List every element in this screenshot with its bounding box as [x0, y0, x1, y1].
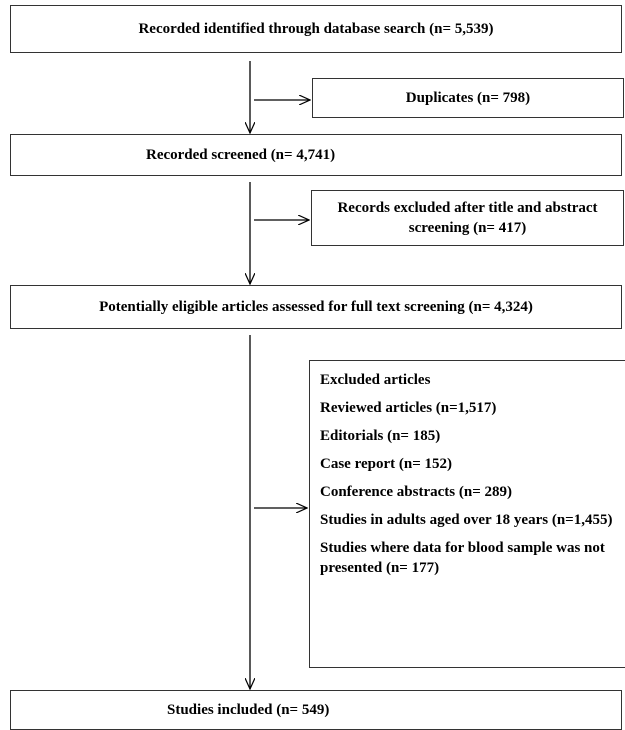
excluded-item-reviewed-articles: Reviewed articles (n=1,517) — [320, 400, 497, 416]
records-screened-label: Recorded screened (n= 4,741) — [146, 147, 336, 163]
excluded-item-adult-studies: Studies in adults aged over 18 years (n=… — [320, 512, 613, 528]
excluded-item-no-blood-sample-data: Studies where data for blood sample was … — [320, 540, 605, 576]
records-identified-label: Recorded identified through database sea… — [138, 21, 494, 37]
excluded-item-case-report: Case report (n= 152) — [320, 456, 452, 472]
excluded-articles-heading: Excluded articles — [320, 372, 431, 388]
box-potentially-eligible: Potentially eligible articles assessed f… — [10, 285, 622, 329]
box-records-identified: Recorded identified through database sea… — [10, 5, 622, 53]
duplicates-label: Duplicates (n= 798) — [405, 90, 531, 106]
box-duplicates: Duplicates (n= 798) — [312, 78, 624, 118]
excluded-item-conference-abstracts: Conference abstracts (n= 289) — [320, 484, 512, 500]
potentially-eligible-label: Potentially eligible articles assessed f… — [99, 299, 533, 315]
studies-included-label: Studies included (n= 549) — [167, 702, 330, 718]
records-excluded-label: Records excluded after title and abstrac… — [337, 200, 598, 236]
box-studies-included: Studies included (n= 549) — [10, 690, 622, 730]
excluded-item-editorials: Editorials (n= 185) — [320, 428, 441, 444]
box-records-excluded-title-abstract: Records excluded after title and abstrac… — [311, 190, 624, 246]
box-excluded-articles: Excluded articles Reviewed articles (n=1… — [309, 360, 625, 668]
box-records-screened: Recorded screened (n= 4,741) — [10, 134, 622, 176]
